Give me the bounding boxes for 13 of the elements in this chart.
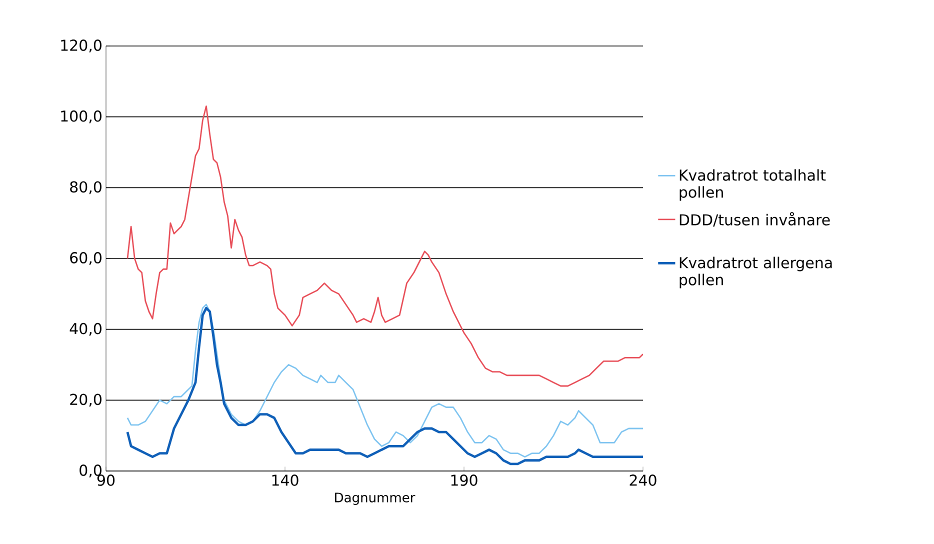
x-axis-title: Dagnummer: [335, 492, 416, 505]
x-tick-label: 240: [630, 474, 656, 486]
y-tick-label: 40,0: [70, 322, 102, 336]
legend-label: DDD/tusen invånare: [680, 212, 830, 227]
y-tick-label: 60,0: [70, 252, 102, 265]
y-tick-label: 80,0: [70, 181, 102, 194]
y-tick-label: 20,0: [70, 394, 102, 407]
x-tick-label: 140: [272, 474, 298, 486]
legend-label: Kvadratrot allergena pollen: [680, 256, 832, 288]
y-tick-label: 120,0: [61, 40, 102, 52]
y-tick-label: 100,0: [61, 110, 102, 124]
legend-label: Kvadratrot totalhalt pollen: [680, 169, 826, 201]
x-tick-label: 190: [451, 474, 478, 486]
